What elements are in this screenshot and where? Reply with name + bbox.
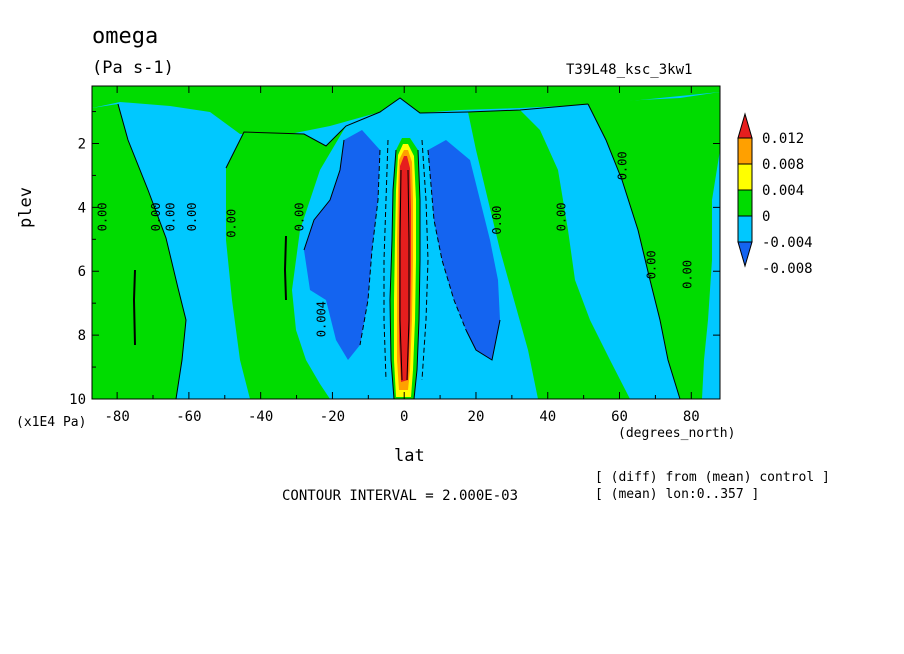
- field-blue-north: [428, 140, 500, 360]
- x-tick-label: -60: [176, 409, 201, 425]
- contour-label: 0.00: [225, 209, 239, 238]
- contour-label: 0.004: [314, 301, 328, 337]
- color-legend: 0.012 0.008 0.004 0 -0.004 -0.008: [737, 112, 813, 277]
- contour-label: 0.00: [555, 202, 569, 231]
- note-diff: [ (diff) from (mean) control ]: [595, 470, 830, 485]
- contour-line: [283, 235, 287, 301]
- contour-line: [406, 169, 410, 381]
- x-tick-label: 40: [539, 409, 556, 425]
- contour-label: 0.00: [680, 260, 694, 289]
- axis-ticks: -80 -60 -40 -20 0 20 40 60 80 2 4 6 8 10: [69, 86, 720, 425]
- contour-label: 0.00: [644, 250, 658, 279]
- x-axis-label: lat: [394, 446, 425, 466]
- contour-line: [303, 139, 345, 251]
- y-tick-label: 10: [69, 392, 86, 408]
- legend-label: -0.004: [762, 235, 813, 251]
- contour-label: 0.00: [490, 206, 504, 235]
- contour-line: [413, 149, 421, 400]
- contour-line: [117, 103, 187, 400]
- legend-swatch: [737, 189, 753, 217]
- contour-label: 0.00: [164, 202, 178, 231]
- legend-label: 0.008: [762, 157, 804, 173]
- contour-line-dashed: [421, 139, 429, 381]
- legend-arrow-top: [737, 112, 753, 139]
- field-green-north-mid: [468, 110, 630, 399]
- field-green-far-north: [588, 92, 720, 399]
- x-tick-label: -40: [248, 409, 273, 425]
- contour-interval: CONTOUR INTERVAL = 2.000E-03: [282, 488, 519, 504]
- contour-label: 0.00: [95, 202, 109, 231]
- contour-label: 0.00: [149, 202, 163, 231]
- field-blue-south: [304, 130, 380, 360]
- field-red-core: [399, 156, 411, 382]
- contour-line: [587, 103, 681, 400]
- contour-line: [225, 97, 589, 169]
- contour-fields: [92, 86, 720, 400]
- contour-line-dashed: [383, 139, 389, 381]
- contour-line: [465, 319, 501, 361]
- x-tick-label: 60: [611, 409, 628, 425]
- run-label: T39L48_ksc_3kw1: [566, 62, 693, 78]
- plot-frame: [91, 85, 721, 400]
- legend-arrow-bottom: [737, 241, 753, 268]
- x-axis-units: (degrees_north): [618, 426, 736, 441]
- note-mean: [ (mean) lon:0..357 ]: [595, 487, 760, 502]
- legend-label: 0.012: [762, 131, 804, 147]
- contour-label: 0.00: [293, 202, 307, 231]
- y-tick-label: 6: [78, 264, 86, 280]
- contour-line-dashed: [359, 149, 381, 346]
- contour-line: [132, 269, 136, 346]
- contour-label: 0.00: [616, 151, 630, 180]
- y-tick-label: 2: [78, 136, 86, 152]
- legend-swatch: [737, 215, 753, 243]
- contour-label: 0.00: [185, 202, 199, 231]
- x-tick-label: 80: [683, 409, 700, 425]
- contour-line: [389, 149, 397, 400]
- field-green-top: [92, 86, 720, 136]
- legend-label: 0.004: [762, 183, 804, 199]
- legend-label: -0.008: [762, 261, 813, 277]
- x-tick-label: -20: [320, 409, 345, 425]
- chart-title: omega: [92, 24, 159, 49]
- contour-line: [399, 169, 403, 381]
- legend-swatch: [737, 137, 753, 165]
- contour-line-dashed: [427, 149, 467, 331]
- contour-lines: [117, 97, 681, 400]
- y-tick-label: 4: [78, 200, 86, 216]
- x-tick-label: 0: [400, 409, 408, 425]
- legend-swatch: [737, 163, 753, 191]
- y-axis-units: (x1E4 Pa): [16, 415, 87, 430]
- x-tick-label: 20: [468, 409, 485, 425]
- y-tick-label: 8: [78, 328, 86, 344]
- field-green-far-south: [92, 104, 186, 399]
- chart-units: (Pa s-1): [92, 58, 174, 78]
- x-tick-label: -80: [104, 409, 129, 425]
- legend-label: 0: [762, 209, 770, 225]
